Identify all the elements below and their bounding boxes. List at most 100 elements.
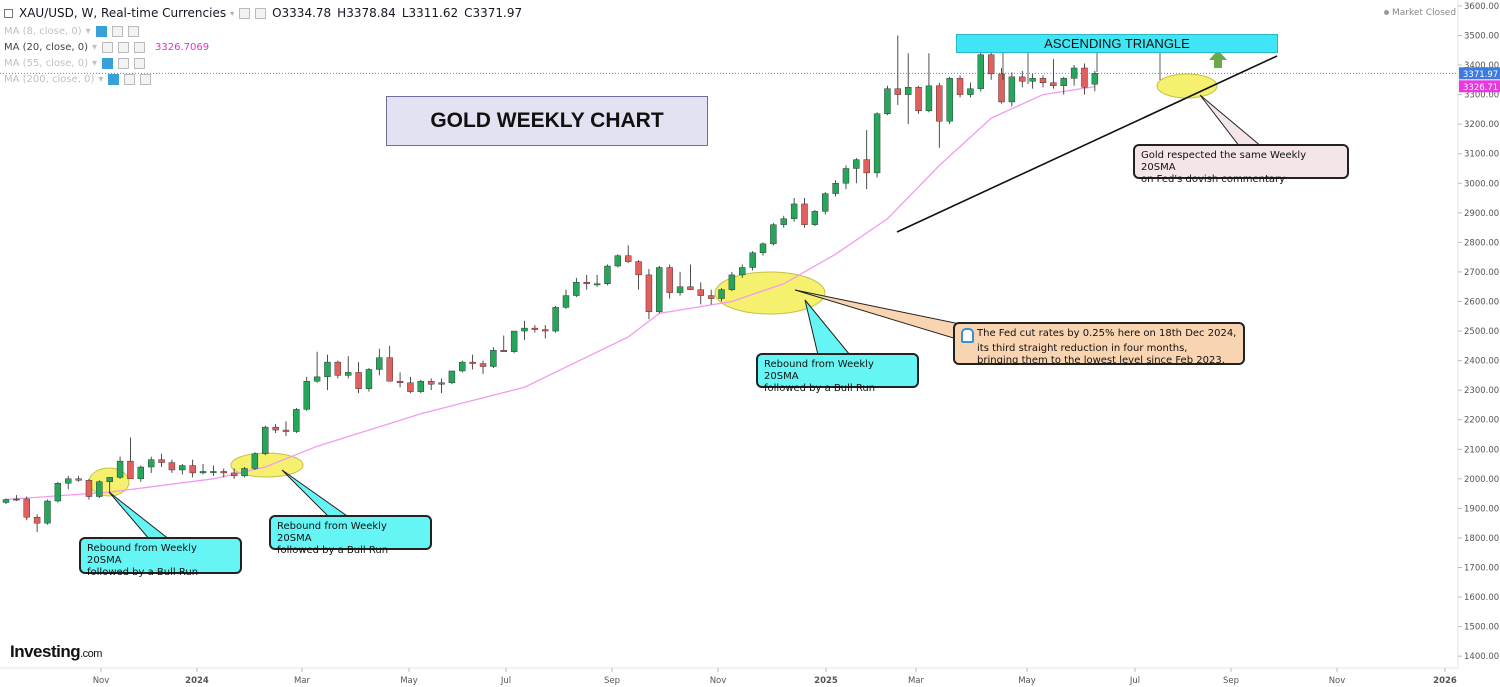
- candle-up: [448, 370, 456, 383]
- x-tick-label: Sep: [1223, 676, 1239, 686]
- indicator-ma20[interactable]: MA (20, close, 0) ▾ 3326.7069: [0, 42, 209, 53]
- y-tick-label: 3500.00: [1464, 31, 1499, 41]
- chevron-down-icon[interactable]: ▾: [98, 74, 104, 85]
- y-tick-label: 3100.00: [1464, 150, 1499, 160]
- chevron-down-icon[interactable]: ▾: [92, 58, 98, 69]
- eye-icon[interactable]: [108, 74, 120, 85]
- candle-up: [811, 211, 819, 225]
- chevron-down-icon[interactable]: ▾: [92, 42, 98, 53]
- candle-up: [65, 478, 72, 484]
- y-tick-label: 3000.00: [1464, 179, 1499, 189]
- candle-up: [2, 499, 10, 503]
- settings-icon[interactable]: [118, 42, 130, 53]
- settings-icon[interactable]: [118, 58, 130, 69]
- eye-icon[interactable]: [102, 58, 114, 69]
- indicator-ma55[interactable]: MA (55, close, 0) ▾: [0, 58, 146, 69]
- chevron-down-icon[interactable]: ▾: [85, 26, 91, 37]
- candle-up: [1091, 73, 1099, 85]
- ascending-triangle-label[interactable]: ASCENDING TRIANGLE: [956, 34, 1278, 53]
- candle-up: [241, 468, 248, 477]
- candle-down: [469, 361, 476, 364]
- candle-down: [987, 54, 995, 75]
- candle-up: [96, 481, 103, 497]
- candle-up: [417, 381, 424, 392]
- callout-text: its third straight reduction in four mon…: [977, 343, 1188, 354]
- candle-up: [345, 372, 352, 376]
- sma-value-text: 3326.71: [1463, 83, 1498, 93]
- candle-down: [427, 381, 435, 385]
- candle-down: [396, 381, 404, 383]
- candle-up: [967, 88, 974, 95]
- y-tick-label: 2800.00: [1464, 238, 1499, 248]
- settings-icon[interactable]: [124, 74, 136, 85]
- y-tick-label: 2100.00: [1464, 445, 1499, 455]
- candle-up: [822, 193, 829, 212]
- symbol-legend: XAU/USD, W, Real-time Currencies ▾ O3334…: [0, 6, 522, 20]
- candle-down: [697, 289, 704, 296]
- candle-up: [904, 86, 912, 95]
- candle-up: [179, 465, 186, 471]
- candle-down: [936, 85, 943, 122]
- candle-up: [44, 500, 51, 524]
- indicator-ma200[interactable]: MA (200, close, 0) ▾: [0, 74, 152, 85]
- rebound-callout-2[interactable]: Rebound from Weekly 20SMA followed by a …: [269, 515, 432, 556]
- callout-text: bringing them to the lowest level since …: [977, 355, 1225, 366]
- close-icon[interactable]: [127, 26, 139, 37]
- settings-icon[interactable]: [255, 7, 267, 19]
- close-icon[interactable]: [140, 74, 152, 85]
- indicator-ma8[interactable]: MA (8, close, 0) ▾: [0, 26, 139, 37]
- x-tick-label: Nov: [1329, 676, 1346, 686]
- eye-icon[interactable]: [239, 7, 251, 19]
- candle-up: [656, 267, 663, 313]
- y-tick-label: 3300.00: [1464, 91, 1499, 101]
- candle-down: [334, 361, 342, 376]
- candle-up: [1029, 78, 1036, 82]
- x-tick-label: Nov: [93, 676, 110, 686]
- indicator-label: MA (200, close, 0): [4, 74, 95, 85]
- eye-icon[interactable]: [95, 26, 107, 37]
- candle-up: [199, 471, 207, 474]
- candle-down: [1039, 78, 1047, 83]
- lightbulb-icon: [961, 328, 974, 343]
- candle-up: [573, 282, 580, 296]
- rebound-callout-1[interactable]: Rebound from Weekly 20SMA followed by a …: [79, 537, 242, 578]
- fed-cut-callout[interactable]: The Fed cut rates by 0.25% here on 18th …: [953, 322, 1245, 366]
- callout-text: followed by a Bull Run: [277, 545, 389, 556]
- highlight-ellipse: [714, 271, 826, 315]
- candle-up: [303, 381, 310, 410]
- candle-down: [355, 372, 362, 389]
- candle-up: [13, 498, 20, 501]
- callout-pointer: [281, 469, 352, 519]
- eye-icon[interactable]: [102, 42, 114, 53]
- candle-down: [583, 282, 590, 284]
- callout-pointer: [1199, 94, 1264, 148]
- rebound-callout-3[interactable]: Rebound from Weekly 20SMA followed by a …: [756, 353, 919, 394]
- x-tick-label: May: [1018, 676, 1036, 686]
- candle-down: [801, 203, 808, 225]
- x-tick-label: 2024: [185, 676, 209, 686]
- close-icon[interactable]: [134, 42, 146, 53]
- candle-down: [707, 295, 715, 299]
- candle-up: [873, 113, 881, 174]
- ohlc-low: L3311.62: [401, 6, 459, 20]
- callout-pointer: [108, 491, 172, 541]
- callout-text: Rebound from Weekly 20SMA: [87, 543, 197, 566]
- candle-up: [552, 307, 559, 332]
- close-icon[interactable]: [134, 58, 146, 69]
- candle-down: [531, 327, 539, 330]
- candle-up: [739, 267, 746, 276]
- sma-respect-callout[interactable]: Gold respected the same Weekly 20SMA on …: [1133, 144, 1349, 185]
- candle-down: [894, 88, 902, 95]
- candle-down: [407, 382, 414, 392]
- candle-up: [510, 330, 518, 352]
- chart-title-box[interactable]: GOLD WEEKLY CHART: [386, 96, 708, 146]
- symbol-label[interactable]: XAU/USD, W, Real-time Currencies: [19, 6, 227, 20]
- y-tick-label: 3600.00: [1464, 2, 1499, 12]
- candle-down: [500, 350, 507, 352]
- settings-icon[interactable]: [111, 26, 123, 37]
- collapse-icon[interactable]: [4, 8, 13, 18]
- chevron-down-icon[interactable]: ▾: [230, 8, 235, 18]
- candle-up: [853, 159, 860, 169]
- candle-down: [1019, 76, 1026, 82]
